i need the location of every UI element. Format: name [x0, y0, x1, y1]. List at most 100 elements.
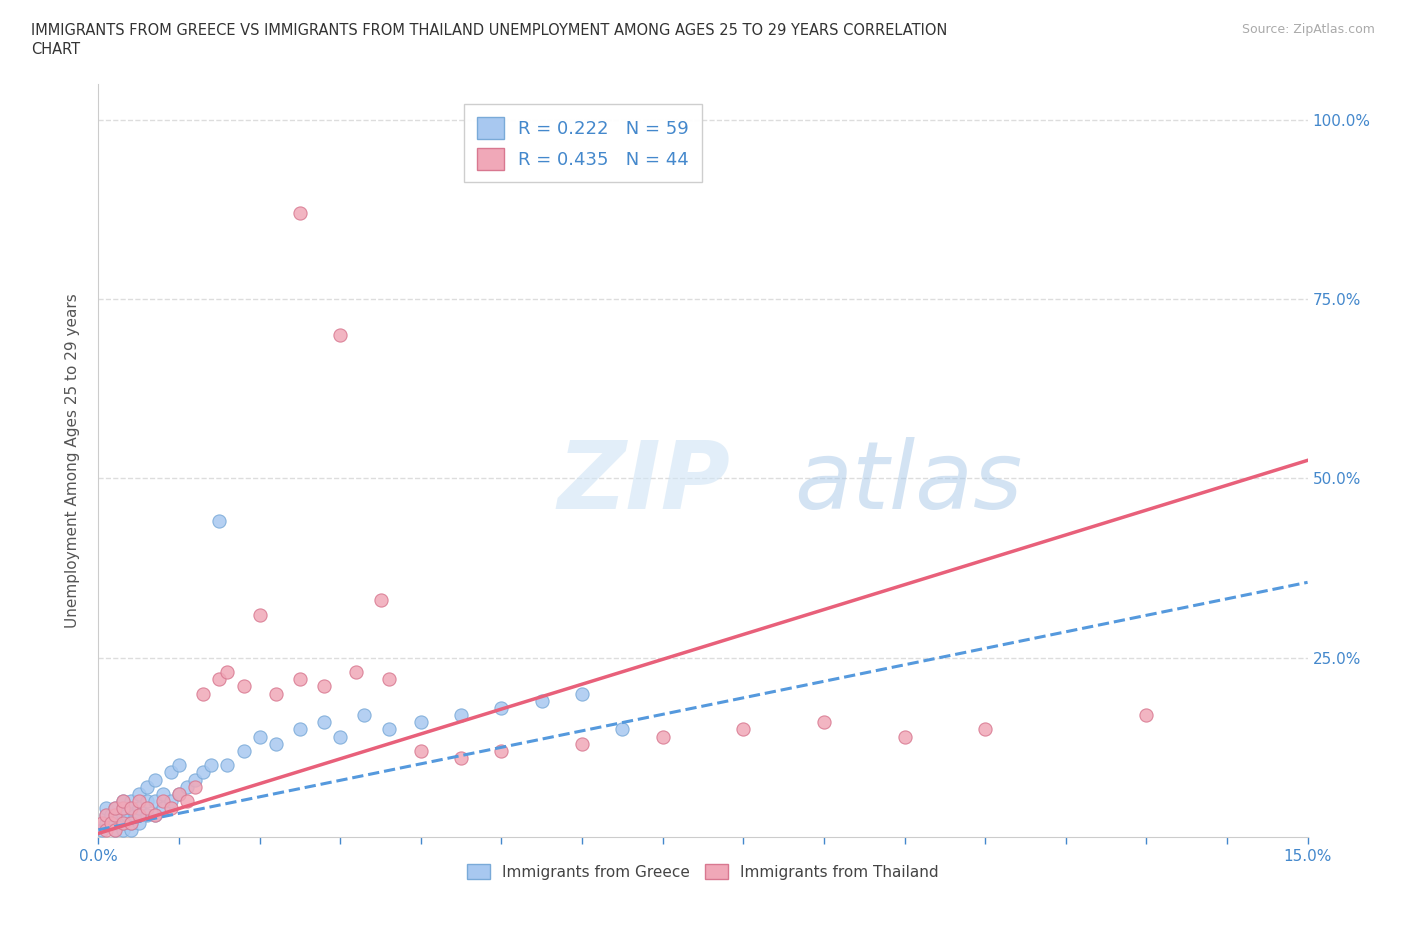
Point — [571, 737, 593, 751]
Point — [96, 808, 118, 823]
Point — [91, 816, 114, 830]
Point — [103, 808, 125, 823]
Point — [249, 729, 271, 744]
Point — [115, 808, 138, 823]
Point — [143, 772, 166, 787]
Point — [128, 816, 150, 830]
Point — [135, 808, 157, 823]
Point — [91, 822, 114, 837]
Point — [353, 708, 375, 723]
Point — [813, 715, 835, 730]
Point — [217, 665, 239, 680]
Point — [571, 686, 593, 701]
Text: atlas: atlas — [793, 437, 1022, 528]
Point — [96, 801, 118, 816]
Point — [1135, 708, 1157, 723]
Point — [152, 793, 174, 808]
Point — [176, 779, 198, 794]
Point — [232, 743, 254, 758]
Point — [329, 729, 352, 744]
Point — [135, 779, 157, 794]
Point — [100, 808, 122, 823]
Point — [409, 743, 432, 758]
Point — [893, 729, 915, 744]
Point — [329, 327, 352, 342]
Point — [160, 801, 183, 816]
Point — [167, 787, 190, 802]
Point — [264, 737, 287, 751]
Point — [143, 808, 166, 823]
Point — [128, 808, 150, 823]
Point — [111, 816, 134, 830]
Point — [143, 808, 166, 823]
Point — [96, 822, 118, 837]
Point — [232, 679, 254, 694]
Point — [103, 801, 125, 816]
Point — [370, 592, 392, 607]
Point — [107, 816, 129, 830]
Point — [120, 816, 142, 830]
Point — [249, 607, 271, 622]
Text: CHART: CHART — [31, 42, 80, 57]
Point — [96, 808, 118, 823]
Point — [96, 816, 118, 830]
Point — [111, 801, 134, 816]
Point — [530, 693, 553, 708]
Point — [288, 671, 311, 686]
Point — [124, 808, 146, 823]
Point — [120, 801, 142, 816]
Point — [120, 816, 142, 830]
Point — [450, 751, 472, 765]
Point — [733, 722, 755, 737]
Point — [135, 793, 157, 808]
Point — [103, 808, 125, 823]
Point — [193, 765, 215, 780]
Point — [974, 722, 997, 737]
Point — [103, 816, 125, 830]
Point — [409, 715, 432, 730]
Point — [217, 758, 239, 773]
Point — [128, 808, 150, 823]
Point — [111, 822, 134, 837]
Point — [651, 729, 673, 744]
Point — [128, 801, 150, 816]
Point — [491, 743, 513, 758]
Point — [344, 665, 367, 680]
Point — [152, 787, 174, 802]
Point — [176, 793, 198, 808]
Point — [167, 758, 190, 773]
Point — [111, 793, 134, 808]
Point — [377, 722, 399, 737]
Point — [377, 671, 399, 686]
Point — [264, 686, 287, 701]
Point — [100, 816, 122, 830]
Point — [288, 722, 311, 737]
Point — [103, 822, 125, 837]
Point — [107, 808, 129, 823]
Point — [111, 808, 134, 823]
Point — [184, 772, 207, 787]
Text: ZIP: ZIP — [558, 437, 731, 529]
Point — [160, 793, 183, 808]
Point — [208, 514, 231, 529]
Text: IMMIGRANTS FROM GREECE VS IMMIGRANTS FROM THAILAND UNEMPLOYMENT AMONG AGES 25 TO: IMMIGRANTS FROM GREECE VS IMMIGRANTS FRO… — [31, 23, 948, 38]
Point — [128, 787, 150, 802]
Point — [120, 822, 142, 837]
Point — [208, 671, 231, 686]
Point — [111, 801, 134, 816]
Point — [200, 758, 222, 773]
Point — [120, 801, 142, 816]
Point — [135, 801, 157, 816]
Point — [450, 708, 472, 723]
Point — [160, 765, 183, 780]
Point — [152, 801, 174, 816]
Point — [491, 700, 513, 715]
Point — [314, 715, 336, 730]
Point — [128, 793, 150, 808]
Point — [103, 822, 125, 837]
Point — [143, 793, 166, 808]
Point — [111, 793, 134, 808]
Point — [193, 686, 215, 701]
Point — [103, 801, 125, 816]
Point — [100, 816, 122, 830]
